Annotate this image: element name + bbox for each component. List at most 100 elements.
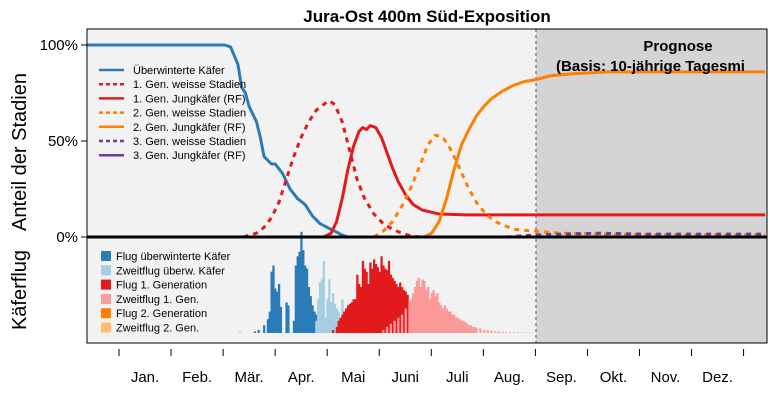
flight-bar-dark_blue [294,265,297,333]
x-tick-label: Apr. [288,369,315,386]
flight-bar-pink [490,330,493,333]
flight-bar-pink [471,326,474,333]
flight-bar-pink [440,305,443,333]
legend-label: Zweitflug 2. Gen. [116,323,199,335]
x-tick-label: Sep. [546,369,577,386]
flight-bar-red [402,290,406,333]
series-line-3 [322,124,766,239]
flight-bar-light_blue [315,320,318,333]
flight-bar-pink [460,320,463,333]
flight-bar-red [393,280,396,333]
series-line-5 [423,70,766,239]
flight-bar-dark_blue [313,311,316,333]
flight-bar-pink [427,287,430,333]
flight-bar-dark_blue [276,291,279,333]
flight-bar-pink [428,299,432,333]
flight-bar-light_blue [318,282,322,333]
flight-bar-dark_blue [311,305,314,333]
flight-bar-dark_blue [279,306,283,333]
flight-bar-pink [464,322,467,333]
flight-bar-dark_blue [263,325,266,333]
flight-bar-pink [423,280,426,333]
flight-bar-red [382,265,385,333]
flight-bar-red [339,317,342,333]
flight-bar-pink [432,290,435,333]
flight-bar-dark_blue [307,287,311,333]
flight-bar-light_blue [328,279,331,333]
flight-bar-pink [404,308,407,333]
flight-bar-dark_blue [302,250,305,333]
flight-bar-pink [451,314,454,333]
flight-bar-red [380,256,383,333]
flight-bar-light_blue [333,303,337,333]
flight-bar-red [397,287,400,333]
flight-bar-pink [382,329,385,333]
flight-bar-red [352,299,355,333]
flight-bar-red [365,271,368,333]
flight-bar-dark_blue [309,296,312,333]
flight-bar-red [378,271,381,333]
flight-bar-dark_blue [292,320,296,333]
legend-label: 2. Gen. weisse Stadien [133,108,246,120]
flight-bar-pink [497,331,501,333]
flight-bar-light_blue [324,317,327,333]
y-tick-label: 50% [48,133,78,150]
series-line-6 [506,231,766,239]
flight-bar-red [406,294,409,333]
legend-swatch-5 [101,308,111,319]
x-tick-label: Jan. [131,369,159,386]
flight-bars [238,231,534,333]
flight-bar-red [361,260,365,333]
flight-bar-red [400,287,404,333]
flight-bar-pink [393,320,396,333]
flight-bar-dark_blue [305,268,309,333]
legend-label: 1. Gen. Jungkäfer (RF) [133,93,246,105]
flight-bar-pink [441,308,445,333]
x-tick-label: Juni [391,369,419,386]
flight-bar-red [363,268,366,333]
legend-label: Zweitflug überw. Käfer [116,265,225,277]
flight-bar-dark_blue [287,305,290,333]
flight-bar-dark_blue [268,311,271,333]
flight-bar-red [343,311,346,333]
flight-bar-red [387,260,391,333]
flight-bar-red [337,320,340,333]
flight-bar-dark_blue [270,271,273,333]
flight-bar-dark_blue [296,256,299,333]
flight-bar-red [348,303,352,333]
legend-label: 2. Gen. Jungkäfer (RF) [133,122,246,134]
flight-bar-red [391,277,394,333]
flight-bar-pink [449,311,452,333]
axes: 100% 50% 0% Jan. Feb. Mär. Apr. Mai Juni Juli Aug.… [40,28,768,386]
flight-bar-pink [456,317,460,333]
flight-bar-dark_blue [300,231,303,333]
flight-bar-pink [430,293,433,333]
flight-bar-red [395,283,398,333]
flight-bar-pink [462,320,465,333]
flight-bar-red [389,274,393,333]
y-tick-label: 100% [40,37,78,54]
x-tick-label: Dez. [702,369,733,386]
flight-bar-pink [389,323,393,333]
legend: Überwinterte Käfer 1. Gen. weisse Stadien… [99,65,246,335]
x-tick-label: Aug. [494,369,525,386]
flight-bar-pink [413,287,417,333]
legend-swatch-4 [101,293,111,304]
flight-bar-pink [469,325,473,333]
flight-bar-pink [386,326,389,333]
legend-label: Flug 2. Generation [116,308,207,320]
flight-bar-pink [516,332,519,333]
plot-frame [86,28,768,344]
flight-bar-red [345,308,348,333]
forecast-label-line1: Prognose [643,38,712,55]
flight-bar-pink [479,328,482,333]
x-tick-label: Juli [446,369,469,386]
flight-bar-light_blue [330,302,333,333]
y-axis-label-bottom: Käferflug [9,250,31,330]
flight-bar-red [331,329,335,333]
flight-bar-dark_blue [277,283,281,333]
legend-label: Überwinterte Käfer [133,65,225,77]
flight-bar-red [354,299,357,333]
flight-bar-red [346,305,350,333]
x-tick-label: Nov. [651,369,681,386]
